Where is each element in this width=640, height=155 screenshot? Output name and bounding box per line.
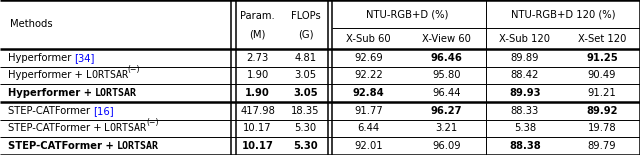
- Text: [34]: [34]: [74, 53, 95, 63]
- Text: (M): (M): [250, 29, 266, 40]
- Text: 89.89: 89.89: [511, 53, 539, 63]
- Text: 2.73: 2.73: [246, 53, 269, 63]
- Text: LORTSAR: LORTSAR: [104, 123, 147, 133]
- Text: Methods: Methods: [10, 19, 52, 29]
- Text: 96.46: 96.46: [431, 53, 463, 63]
- Text: 1.90: 1.90: [246, 70, 269, 80]
- Text: 88.33: 88.33: [511, 106, 539, 116]
- Text: NTU-RGB+D (%): NTU-RGB+D (%): [367, 9, 449, 19]
- Text: 5.30: 5.30: [293, 141, 318, 151]
- Text: X-Sub 120: X-Sub 120: [499, 34, 550, 44]
- Text: FLOPs: FLOPs: [291, 11, 321, 21]
- Text: 10.17: 10.17: [242, 141, 273, 151]
- Text: LORTSAR: LORTSAR: [117, 141, 159, 151]
- Text: 92.01: 92.01: [355, 141, 383, 151]
- Text: X-Set 120: X-Set 120: [578, 34, 626, 44]
- Text: X-View 60: X-View 60: [422, 34, 471, 44]
- Text: X-Sub 60: X-Sub 60: [346, 34, 391, 44]
- Text: 3.05: 3.05: [294, 70, 317, 80]
- Text: 18.35: 18.35: [291, 106, 320, 116]
- Text: Hyperformer: Hyperformer: [8, 53, 74, 63]
- Text: 89.79: 89.79: [588, 141, 616, 151]
- Text: Hyperformer +: Hyperformer +: [8, 88, 95, 98]
- Text: 91.21: 91.21: [588, 88, 616, 98]
- Text: STEP-CATFormer +: STEP-CATFormer +: [8, 141, 117, 151]
- Text: NTU-RGB+D 120 (%): NTU-RGB+D 120 (%): [511, 9, 615, 19]
- Text: LORTSAR: LORTSAR: [86, 70, 128, 80]
- Text: 96.09: 96.09: [433, 141, 461, 151]
- Text: 91.25: 91.25: [586, 53, 618, 63]
- Text: 89.93: 89.93: [509, 88, 541, 98]
- Text: 6.44: 6.44: [358, 123, 380, 133]
- Text: 92.69: 92.69: [355, 53, 383, 63]
- Text: (−): (−): [128, 65, 140, 74]
- Text: 417.98: 417.98: [240, 106, 275, 116]
- Text: 91.77: 91.77: [355, 106, 383, 116]
- Text: Param.: Param.: [240, 11, 275, 21]
- Text: 5.30: 5.30: [294, 123, 317, 133]
- Text: STEP-CATFormer: STEP-CATFormer: [8, 106, 93, 116]
- Text: 10.17: 10.17: [243, 123, 272, 133]
- Text: [16]: [16]: [93, 106, 113, 116]
- Text: 3.05: 3.05: [293, 88, 318, 98]
- Text: 92.84: 92.84: [353, 88, 385, 98]
- Text: 19.78: 19.78: [588, 123, 616, 133]
- Text: Hyperformer +: Hyperformer +: [8, 70, 86, 80]
- Text: 92.22: 92.22: [355, 70, 383, 80]
- Text: (G): (G): [298, 29, 314, 40]
- Text: LORTSAR: LORTSAR: [95, 88, 137, 98]
- Text: 96.27: 96.27: [431, 106, 463, 116]
- Text: 88.38: 88.38: [509, 141, 541, 151]
- Text: 89.92: 89.92: [586, 106, 618, 116]
- Text: STEP-CATFormer +: STEP-CATFormer +: [8, 123, 104, 133]
- Text: 90.49: 90.49: [588, 70, 616, 80]
- Text: 88.42: 88.42: [511, 70, 539, 80]
- Text: 3.21: 3.21: [436, 123, 458, 133]
- Text: 1.90: 1.90: [245, 88, 270, 98]
- Text: (−): (−): [147, 118, 159, 127]
- Text: 96.44: 96.44: [433, 88, 461, 98]
- Text: 5.38: 5.38: [514, 123, 536, 133]
- Text: 95.80: 95.80: [433, 70, 461, 80]
- Text: 4.81: 4.81: [294, 53, 317, 63]
